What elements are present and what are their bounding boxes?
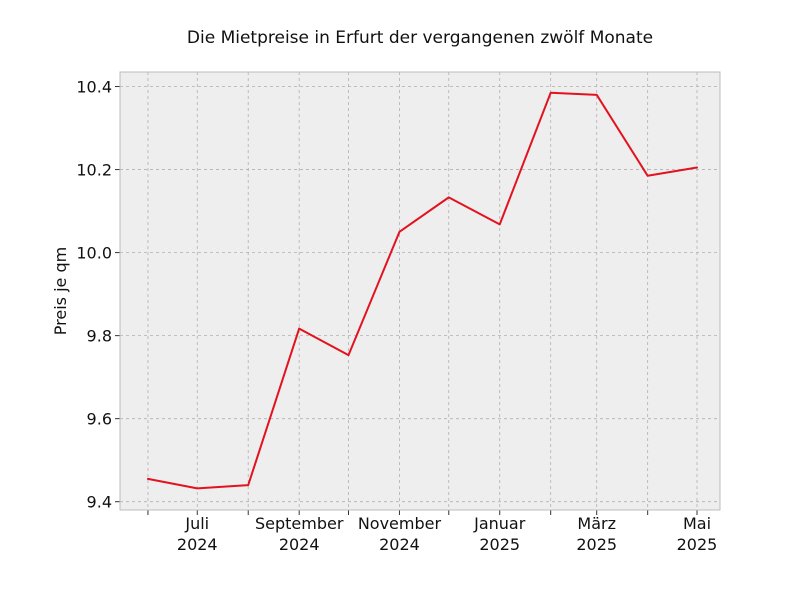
plot-border xyxy=(119,71,721,511)
x-tick-label-year: 2024 xyxy=(177,535,218,554)
x-tick-label-month: März xyxy=(577,514,616,533)
x-tick-label-year: 2024 xyxy=(279,535,320,554)
x-tick-label-year: 2025 xyxy=(576,535,617,554)
y-tick-label: 9.8 xyxy=(87,327,112,346)
x-tick-label: März 2025 xyxy=(576,514,617,554)
y-tick-label: 10.2 xyxy=(76,161,112,180)
series-layer xyxy=(146,91,698,490)
plot-area xyxy=(120,72,720,510)
x-tick-label-month: Januar xyxy=(473,514,526,533)
y-tick-label: 10.4 xyxy=(76,78,112,97)
x-tick-label-year: 2025 xyxy=(677,535,718,554)
x-tick-label-month: Juli xyxy=(184,514,209,533)
y-tick-label: 9.6 xyxy=(87,410,112,429)
x-tick-label: September 2024 xyxy=(255,514,344,554)
y-tick-label: 10.0 xyxy=(76,244,112,263)
x-tick-label-year: 2025 xyxy=(479,535,520,554)
y-tick-label: 9.4 xyxy=(87,493,112,512)
x-tick-label: November 2024 xyxy=(358,514,442,554)
y-axis-label: Preis je qm xyxy=(51,247,70,335)
x-tick-label: Juli 2024 xyxy=(177,514,218,554)
x-tick-label-year: 2024 xyxy=(379,535,420,554)
x-tick-label-month: Mai xyxy=(683,514,711,533)
x-tick-label: Januar 2025 xyxy=(473,514,526,554)
axis-ticks: Juli 2024 September 2024 November 2024 Januar 2… xyxy=(76,78,717,554)
series-line-0 xyxy=(146,91,698,490)
x-tick-label: Mai 2025 xyxy=(677,514,718,554)
grid-lines xyxy=(120,72,720,510)
x-tick-label-month: September xyxy=(255,514,344,533)
chart-title: Die Mietpreise in Erfurt der vergangenen… xyxy=(187,28,653,48)
x-tick-label-month: November xyxy=(358,514,442,533)
